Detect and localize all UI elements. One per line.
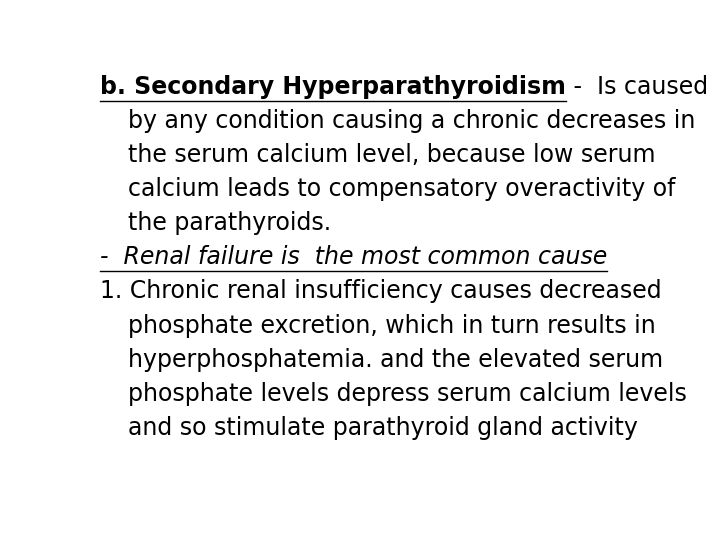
Text: b. Secondary Hyperparathyroidism: b. Secondary Hyperparathyroidism bbox=[100, 75, 566, 99]
Text: hyperphosphatemia. and the elevated serum: hyperphosphatemia. and the elevated seru… bbox=[128, 348, 663, 372]
Text: 1. Chronic renal insufficiency causes decreased: 1. Chronic renal insufficiency causes de… bbox=[100, 280, 662, 303]
Text: -  Renal failure is  the most common cause: - Renal failure is the most common cause bbox=[100, 245, 607, 269]
Text: and so stimulate parathyroid gland activity: and so stimulate parathyroid gland activ… bbox=[128, 416, 638, 440]
Text: the parathyroids.: the parathyroids. bbox=[128, 211, 331, 235]
Text: phosphate excretion, which in turn results in: phosphate excretion, which in turn resul… bbox=[128, 314, 656, 338]
Text: phosphate levels depress serum calcium levels: phosphate levels depress serum calcium l… bbox=[128, 382, 687, 406]
Text: -  Is caused: - Is caused bbox=[566, 75, 708, 99]
Text: calcium leads to compensatory overactivity of: calcium leads to compensatory overactivi… bbox=[128, 177, 675, 201]
Text: by any condition causing a chronic decreases in: by any condition causing a chronic decre… bbox=[128, 109, 696, 133]
Text: the serum calcium level, because low serum: the serum calcium level, because low ser… bbox=[128, 143, 655, 167]
